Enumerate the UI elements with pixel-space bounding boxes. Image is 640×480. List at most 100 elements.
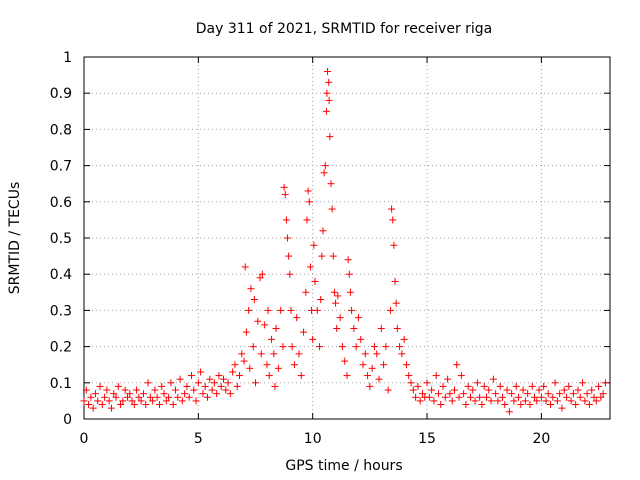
axis-ticks bbox=[83, 56, 610, 420]
data-point bbox=[444, 375, 452, 383]
data-point bbox=[319, 227, 327, 235]
data-point bbox=[199, 390, 207, 398]
data-point bbox=[414, 382, 422, 390]
data-point bbox=[581, 397, 589, 405]
data-point bbox=[595, 382, 603, 390]
data-point bbox=[311, 277, 319, 285]
data-point bbox=[377, 325, 385, 332]
data-point bbox=[313, 306, 321, 314]
data-point bbox=[274, 364, 282, 372]
data-point bbox=[368, 364, 376, 372]
data-point bbox=[373, 350, 381, 358]
data-point bbox=[158, 382, 166, 390]
x-tick-label: 10 bbox=[304, 431, 322, 447]
data-point bbox=[160, 390, 168, 398]
data-point bbox=[226, 390, 234, 398]
data-point bbox=[171, 386, 179, 394]
data-point bbox=[130, 401, 138, 409]
data-point bbox=[441, 393, 449, 401]
data-point bbox=[338, 343, 346, 351]
data-point bbox=[366, 382, 374, 390]
plot-frame bbox=[83, 56, 611, 420]
data-point bbox=[192, 397, 200, 405]
data-point bbox=[213, 390, 221, 398]
data-point bbox=[492, 390, 500, 398]
data-point bbox=[505, 408, 513, 416]
data-point bbox=[178, 397, 186, 405]
data-point bbox=[293, 314, 301, 322]
x-tick-label: 5 bbox=[194, 431, 203, 447]
data-point bbox=[517, 401, 525, 409]
y-tick-label: 0.8 bbox=[50, 122, 72, 138]
data-point bbox=[446, 390, 454, 398]
data-point bbox=[165, 393, 173, 401]
data-point bbox=[323, 89, 331, 97]
data-point bbox=[485, 386, 493, 394]
data-point bbox=[354, 314, 362, 322]
data-point bbox=[428, 386, 436, 394]
data-point bbox=[94, 397, 102, 405]
data-point bbox=[389, 216, 397, 224]
data-point bbox=[409, 386, 417, 394]
data-point bbox=[533, 397, 541, 405]
data-point bbox=[348, 306, 356, 314]
data-point bbox=[345, 270, 353, 278]
y-tick-label: 0.2 bbox=[50, 340, 72, 356]
data-point bbox=[496, 382, 504, 390]
data-point bbox=[494, 397, 502, 405]
data-point bbox=[197, 368, 205, 376]
data-point bbox=[601, 379, 609, 387]
data-point bbox=[236, 372, 244, 380]
data-point bbox=[285, 252, 293, 260]
data-point bbox=[357, 335, 365, 343]
data-point bbox=[96, 382, 104, 390]
data-point bbox=[321, 162, 329, 170]
data-point bbox=[480, 382, 488, 390]
data-point bbox=[252, 379, 260, 387]
data-point bbox=[528, 382, 536, 390]
data-point bbox=[103, 386, 111, 394]
data-point bbox=[558, 404, 566, 412]
data-point bbox=[139, 390, 147, 398]
data-point bbox=[126, 390, 134, 398]
data-point bbox=[453, 361, 461, 369]
data-point bbox=[359, 361, 367, 369]
data-point bbox=[462, 401, 470, 409]
data-point bbox=[194, 379, 202, 387]
x-tick-labels: 0 5 10 15 20 bbox=[80, 431, 551, 447]
data-point bbox=[576, 393, 584, 401]
data-point bbox=[540, 382, 548, 390]
y-tick-label: 1 bbox=[63, 50, 72, 66]
data-point bbox=[551, 379, 559, 387]
data-point bbox=[469, 386, 477, 394]
data-point bbox=[176, 375, 184, 383]
data-point bbox=[553, 397, 561, 405]
data-point bbox=[423, 379, 431, 387]
data-point bbox=[364, 372, 372, 380]
data-point bbox=[282, 216, 290, 224]
data-point bbox=[261, 321, 269, 329]
data-point bbox=[519, 386, 527, 394]
data-point bbox=[305, 198, 313, 206]
data-point bbox=[265, 372, 273, 380]
data-point bbox=[499, 393, 507, 401]
data-point bbox=[400, 335, 408, 343]
data-point bbox=[263, 361, 271, 369]
data-point bbox=[466, 393, 474, 401]
data-point bbox=[542, 397, 550, 405]
data-point bbox=[320, 169, 328, 177]
data-point bbox=[569, 390, 577, 398]
data-point bbox=[375, 375, 383, 383]
y-tick-label: 0.3 bbox=[50, 303, 72, 319]
data-point bbox=[155, 401, 163, 409]
data-point bbox=[328, 205, 336, 213]
data-point bbox=[460, 390, 468, 398]
data-point bbox=[206, 375, 214, 383]
data-point bbox=[123, 393, 131, 401]
data-point bbox=[310, 241, 318, 249]
data-point bbox=[114, 382, 122, 390]
data-point bbox=[187, 372, 195, 380]
data-point bbox=[249, 343, 257, 351]
data-point bbox=[271, 382, 279, 390]
data-point bbox=[437, 401, 445, 409]
